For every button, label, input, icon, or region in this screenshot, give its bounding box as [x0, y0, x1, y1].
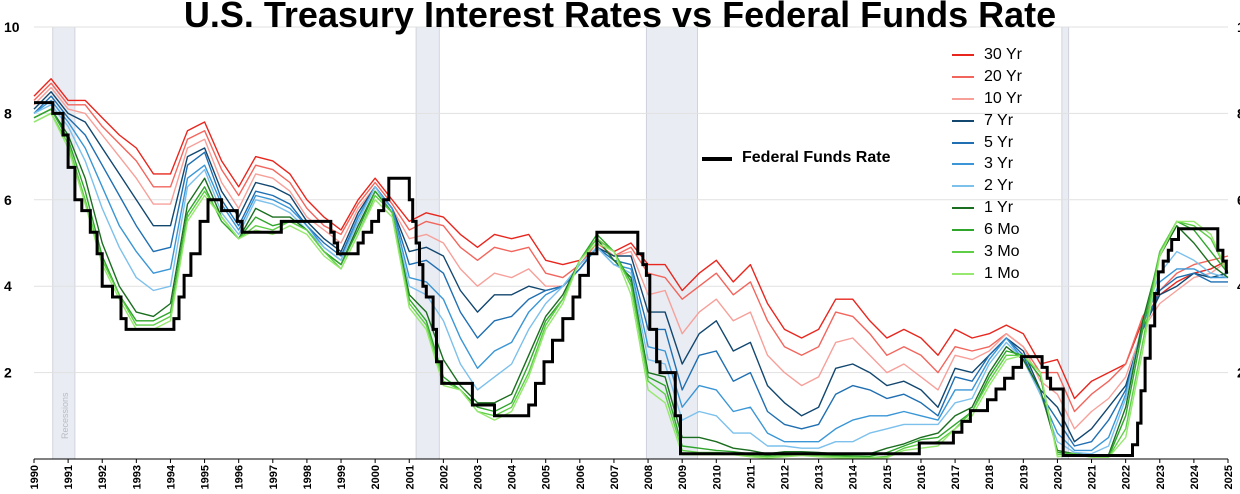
x-tick-label: 2005	[541, 465, 553, 489]
legend-swatch	[952, 141, 974, 144]
x-tick-label: 2009	[677, 465, 689, 489]
x-tick-label: 2022	[1121, 465, 1133, 489]
x-tick-label: 2004	[507, 464, 519, 489]
y-tick-label-right: 10	[1237, 19, 1240, 35]
y-tick-label: 10	[4, 19, 20, 35]
legend-label: 2 Yr	[984, 177, 1014, 195]
legend-swatch	[952, 229, 974, 232]
x-tick-label: 2001	[404, 465, 416, 489]
series-line-6-mo	[33, 108, 1229, 458]
x-tick-label: 1998	[302, 465, 314, 489]
legend-swatch	[952, 119, 974, 122]
fed-funds-line	[34, 101, 1228, 457]
y-tick-label: 2	[4, 365, 12, 381]
x-tick-label: 2016	[916, 465, 928, 489]
legend-item: 3 Mo	[952, 241, 1072, 263]
legend-label: 20 Yr	[984, 67, 1022, 85]
legend-swatch	[952, 207, 974, 210]
x-tick-label: 2003	[472, 465, 484, 489]
legend-label: 3 Yr	[984, 155, 1014, 173]
series-line-7-yr	[33, 91, 1229, 443]
x-tick-label: 2014	[848, 464, 860, 489]
legend-item: 1 Yr	[952, 197, 1072, 219]
series-legend: 30 Yr 20 Yr 10 Yr 7 Yr 5 Yr 3 Yr 2 Yr 1 Yr 6 Mo 3…	[952, 44, 1072, 285]
legend-item: 7 Yr	[952, 110, 1072, 132]
series-line-30-yr	[33, 78, 1229, 400]
legend-label: 7 Yr	[984, 111, 1014, 129]
x-tick-label: 2018	[984, 465, 996, 489]
legend-label: 3 Mo	[984, 243, 1020, 261]
y-tick-label: 6	[4, 192, 12, 208]
x-tick-label: 2013	[814, 465, 826, 489]
treasury-series-lines	[33, 78, 1229, 459]
legend-label: 30 Yr	[984, 46, 1022, 63]
legend-swatch	[952, 54, 974, 56]
y-tick-label-right: 2	[1237, 365, 1240, 381]
y-tick-label-right: 6	[1237, 192, 1240, 208]
legend-label: 5 Yr	[984, 133, 1014, 151]
series-line-10-yr	[33, 86, 1229, 430]
x-tick-label: 2012	[780, 465, 792, 489]
legend-label: 1 Mo	[984, 264, 1020, 282]
legend-item: 20 Yr	[952, 66, 1072, 88]
x-tick-label: 2006	[575, 465, 587, 489]
legend-item: 6 Mo	[952, 219, 1072, 241]
y-tick-label: 8	[4, 105, 12, 121]
x-tick-label: 1994	[165, 464, 177, 489]
legend-swatch	[952, 251, 974, 254]
x-tick-label: 2017	[950, 465, 962, 489]
x-tick-label: 1997	[268, 465, 280, 489]
x-tick-label: 2011	[745, 465, 757, 489]
fed-funds-line-group	[34, 101, 1228, 457]
x-tick-label: 1999	[336, 465, 348, 489]
legend-label: 10 Yr	[984, 89, 1022, 107]
x-tick-label: 1992	[97, 465, 109, 489]
x-tick-label: 2015	[882, 465, 894, 489]
x-tick-label: 2002	[438, 465, 450, 489]
x-axis: 1990 1991 1992 1993 1994 1995 1996 1997 1998 1999…	[29, 458, 1235, 489]
legend-item: 2 Yr	[952, 175, 1072, 197]
x-tick-label: 1995	[200, 465, 212, 489]
y-tick-label: 4	[4, 278, 12, 294]
x-tick-label: 1996	[234, 465, 246, 489]
recessions-label: Recessions	[60, 392, 70, 439]
x-tick-label: 2021	[1087, 465, 1099, 489]
fed-funds-legend-swatch	[702, 157, 732, 161]
legend-item: 10 Yr	[952, 88, 1072, 110]
y-axis: 2 2 4 4 6 6 8 8 10 10	[4, 19, 1240, 381]
legend-swatch	[952, 75, 974, 78]
legend-label: 1 Yr	[984, 199, 1014, 217]
legend-item: 30 Yr	[952, 44, 1072, 66]
fed-funds-legend-label: Federal Funds Rate	[742, 149, 891, 166]
legend-item: 1 Mo	[952, 263, 1072, 285]
x-tick-label: 1993	[131, 465, 143, 489]
x-tick-label: 1991	[63, 465, 75, 489]
x-tick-label: 2007	[609, 465, 621, 489]
y-tick-label-right: 4	[1237, 278, 1240, 294]
legend-swatch	[952, 272, 974, 275]
recession-bands: Recessions	[52, 26, 1070, 460]
y-tick-label-right: 8	[1237, 105, 1240, 121]
legend-swatch	[952, 97, 974, 100]
x-tick-label: 2008	[643, 465, 655, 489]
x-tick-label: 2019	[1018, 465, 1030, 489]
legend-label: 6 Mo	[984, 221, 1020, 239]
x-tick-label: 2023	[1155, 465, 1167, 489]
legend-swatch	[952, 185, 974, 188]
legend-swatch	[952, 163, 974, 166]
x-tick-label: 2025	[1223, 465, 1235, 489]
series-line-2-yr	[33, 104, 1229, 455]
legend-item: 5 Yr	[952, 132, 1072, 154]
series-line-5-yr	[33, 95, 1228, 447]
x-tick-label: 2024	[1189, 464, 1201, 489]
x-tick-label: 2000	[370, 465, 382, 489]
x-tick-label: 1990	[29, 465, 41, 489]
chart-title: U.S. Treasury Interest Rates vs Federal …	[183, 0, 1057, 35]
legend-item: 3 Yr	[952, 153, 1072, 175]
x-tick-label: 2010	[711, 465, 723, 489]
x-tick-label: 2020	[1052, 465, 1064, 489]
series-line-1-mo	[33, 112, 1229, 459]
